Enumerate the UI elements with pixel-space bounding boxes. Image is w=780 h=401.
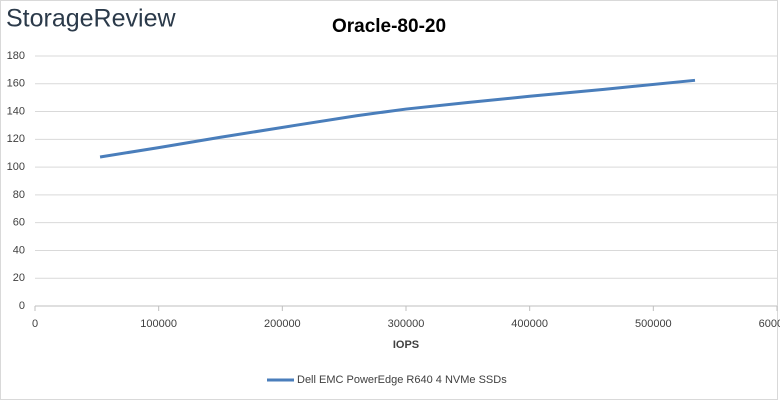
x-tick-label: 300000: [388, 318, 425, 330]
y-tick-label: 100: [7, 161, 25, 173]
x-tick-label: 400000: [511, 318, 548, 330]
y-tick-label: 0: [19, 300, 25, 312]
x-tick-label: 500000: [635, 318, 672, 330]
x-tick-label: 600000: [759, 318, 780, 330]
series-line: [99, 78, 696, 159]
y-tick-label: 140: [7, 105, 25, 117]
y-tick-label: 80: [13, 189, 25, 201]
logo: StorageReview: [6, 5, 176, 33]
y-tick-label: 60: [13, 217, 25, 229]
y-tick-label: 40: [13, 244, 25, 256]
x-axis-label: IOPS: [393, 339, 419, 351]
y-tick-label: 20: [13, 272, 25, 284]
x-tick-label: 100000: [140, 318, 177, 330]
y-tick-label: 120: [7, 133, 25, 145]
x-tick-label: 200000: [264, 318, 301, 330]
y-tick-label: 160: [7, 78, 25, 90]
legend-label: Dell EMC PowerEdge R640 4 NVMe SSDs: [297, 374, 507, 386]
chart-title: Oracle-80-20: [332, 16, 446, 37]
x-tick-label: 0: [32, 318, 38, 330]
y-tick-label: 180: [7, 50, 25, 62]
